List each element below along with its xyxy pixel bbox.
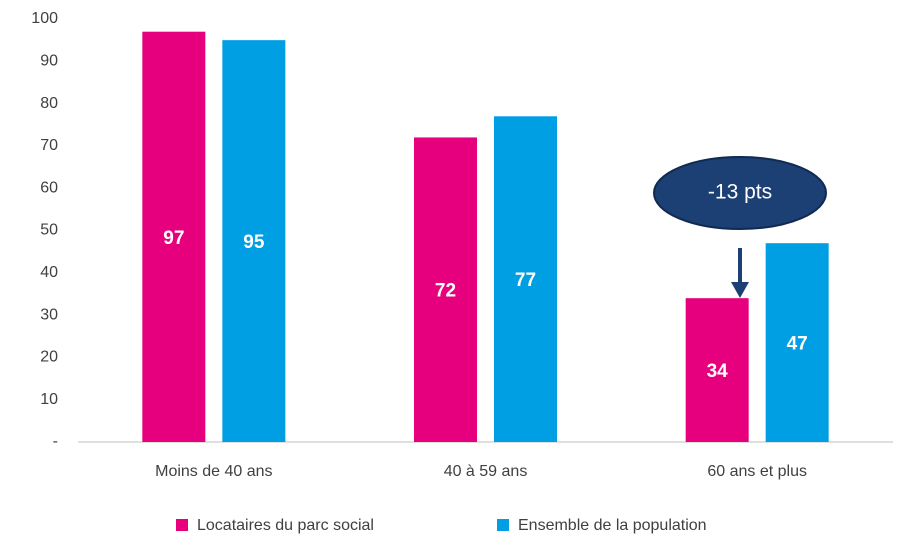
y-tick-label: 70 <box>40 137 58 154</box>
bar <box>222 40 286 443</box>
y-tick-label: 10 <box>40 391 58 408</box>
value-label: 77 <box>515 270 536 291</box>
value-label: 47 <box>787 334 808 355</box>
x-tick-label: 40 à 59 ans <box>444 463 528 480</box>
annotation: -13 pts <box>653 156 827 298</box>
legend-label: Locataires du parc social <box>197 517 374 534</box>
bar <box>494 116 557 442</box>
legend-swatch <box>176 519 188 531</box>
annotation-text: -13 pts <box>708 181 772 204</box>
bar <box>414 137 477 442</box>
x-tick-label: Moins de 40 ans <box>155 463 272 480</box>
y-tick-label: 90 <box>40 53 58 70</box>
value-label: 95 <box>243 232 265 253</box>
legend-swatch <box>497 519 509 531</box>
y-tick-label: 20 <box>40 349 58 366</box>
y-tick-label: 60 <box>40 179 58 196</box>
value-label: 72 <box>435 281 456 302</box>
y-tick-label: 50 <box>40 222 58 239</box>
bar <box>142 31 206 442</box>
y-tick-label: 80 <box>40 95 58 112</box>
y-tick-label: - <box>53 433 58 450</box>
annotation-arrow-head <box>731 282 749 298</box>
y-tick-label: 30 <box>40 306 58 323</box>
annotation-bubble <box>653 156 827 230</box>
plot: - 10 20 30 40 50 60 70 80 90 100 Moins de 40 ans 97 9… <box>31 10 893 534</box>
legend-label: Ensemble de la population <box>518 517 707 534</box>
x-tick-label: 60 ans et plus <box>707 463 807 480</box>
bar <box>685 298 749 442</box>
value-label: 34 <box>707 361 729 382</box>
bar <box>765 243 829 442</box>
y-tick-label: 40 <box>40 264 58 281</box>
value-label: 97 <box>163 228 184 249</box>
y-tick-label: 100 <box>31 10 58 27</box>
